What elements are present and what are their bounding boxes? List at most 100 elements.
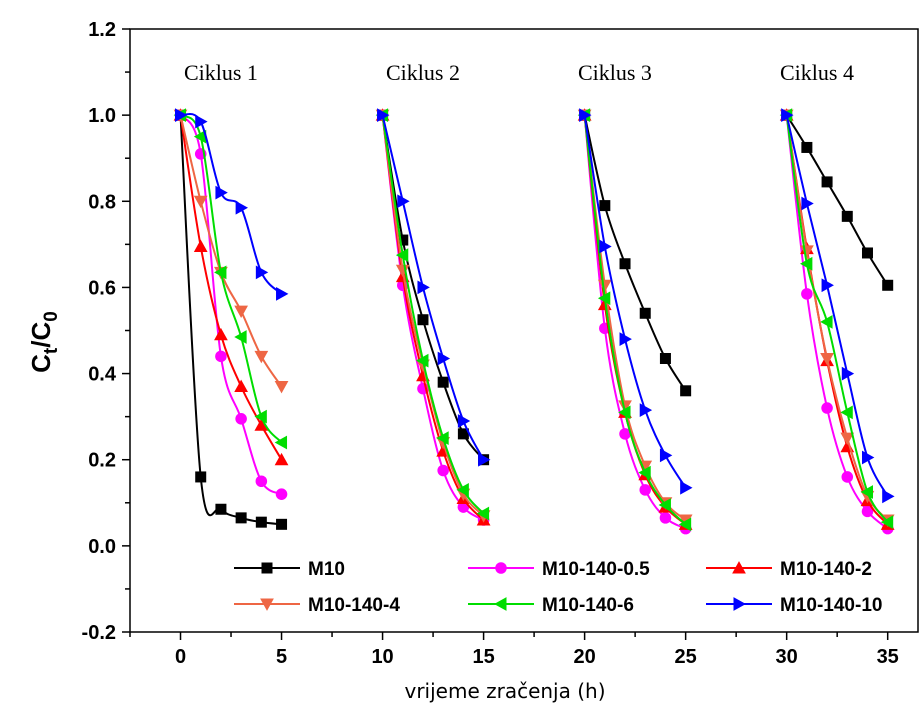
y-tick-label: 1.2	[88, 19, 116, 41]
cycle-label: Ciklus 3	[578, 60, 652, 85]
data-point	[882, 489, 895, 504]
data-point	[193, 239, 208, 253]
data-point	[618, 405, 631, 420]
data-point	[841, 210, 853, 222]
series-line	[785, 115, 889, 523]
data-point	[861, 247, 873, 259]
x-tick-label: 10	[371, 646, 393, 668]
series-line	[785, 115, 889, 530]
x-tick-label: 20	[573, 646, 595, 668]
cycle-label: Ciklus 2	[386, 60, 460, 85]
data-point	[456, 482, 469, 497]
data-point	[255, 265, 269, 280]
legend-label: M10-140-0.5	[542, 559, 650, 580]
y-tick-label: 0.6	[88, 277, 116, 299]
data-point	[659, 352, 671, 364]
y-axis: -0.2 0.0 0.2 0.4 0.6 0.8 1.0 1.2	[82, 19, 130, 644]
data-point	[801, 288, 813, 300]
data-point	[597, 291, 611, 306]
data-point	[275, 488, 288, 500]
data-point	[214, 265, 227, 280]
data-point	[639, 307, 651, 319]
series-line	[180, 112, 283, 295]
data-point	[437, 376, 449, 388]
data-point	[495, 562, 507, 574]
data-point	[680, 385, 692, 397]
data-point	[618, 400, 632, 413]
data-point	[801, 196, 814, 211]
data-point	[619, 258, 631, 270]
data-point	[254, 418, 269, 431]
series-line	[785, 114, 889, 521]
data-point	[494, 597, 507, 611]
legend-label: M10	[308, 559, 345, 580]
data-point	[416, 353, 429, 368]
data-point	[820, 352, 834, 366]
series-line	[785, 114, 889, 497]
data-point	[274, 380, 289, 394]
data-point	[732, 561, 746, 574]
data-point	[599, 239, 612, 254]
data-point	[255, 516, 267, 528]
data-point	[659, 512, 672, 524]
cycle-labels: Ciklus 1 Ciklus 2 Ciklus 3 Ciklus 4	[184, 60, 854, 85]
legend-label: M10-140-10	[780, 595, 882, 616]
series-m10-140-6	[173, 108, 894, 532]
data-point	[457, 428, 469, 440]
series-m10-140-10	[175, 108, 895, 504]
data-point	[882, 279, 894, 291]
data-point	[619, 332, 632, 346]
data-point	[215, 185, 228, 200]
data-point	[436, 431, 449, 446]
data-point	[195, 471, 207, 483]
data-point	[821, 278, 834, 293]
x-tick-label: 15	[472, 646, 494, 668]
data-point	[193, 129, 207, 144]
series-line	[785, 114, 889, 526]
data-point	[276, 287, 289, 301]
data-point	[377, 108, 390, 123]
data-point	[395, 248, 409, 262]
legend-item: M10-140-4	[234, 595, 400, 616]
data-point	[678, 517, 692, 532]
data-point	[880, 515, 894, 530]
x-tick-label: 30	[776, 646, 798, 668]
cycle-label: Ciklus 4	[780, 60, 854, 85]
data-point	[235, 200, 249, 215]
series-line	[583, 115, 687, 521]
legend: M10 M10-140-0.5 M10-140-2 M10-140-4 M10-140-…	[234, 559, 882, 616]
y-tick-label: -0.2	[82, 622, 116, 644]
data-point	[276, 518, 288, 530]
data-point	[234, 330, 247, 344]
data-point	[175, 108, 188, 123]
data-point	[235, 512, 247, 524]
data-point	[261, 562, 273, 574]
data-point	[457, 414, 471, 428]
data-point	[801, 141, 813, 153]
legend-label: M10-140-4	[308, 595, 400, 616]
x-tick-label: 35	[877, 646, 899, 668]
data-point	[861, 450, 875, 465]
data-point	[254, 350, 269, 364]
data-point	[619, 428, 631, 440]
x-tick-label: 5	[276, 646, 287, 668]
data-point	[417, 280, 430, 295]
data-point	[235, 413, 247, 425]
data-point	[193, 195, 208, 209]
data-point	[215, 503, 227, 515]
data-point	[639, 403, 653, 418]
data-point	[841, 366, 855, 381]
y-axis-title: Ct/C0	[26, 311, 62, 373]
series-line	[583, 114, 687, 489]
data-point	[195, 114, 208, 129]
series-line	[381, 115, 485, 515]
data-point	[821, 402, 833, 414]
data-point	[841, 471, 854, 483]
legend-item: M10-140-6	[468, 595, 634, 616]
data-point	[417, 314, 429, 326]
legend-item: M10-140-2	[706, 559, 872, 580]
x-tick-label: 0	[175, 646, 186, 668]
y-tick-label: 0.4	[88, 364, 117, 386]
cycle-label: Ciklus 1	[184, 60, 258, 85]
